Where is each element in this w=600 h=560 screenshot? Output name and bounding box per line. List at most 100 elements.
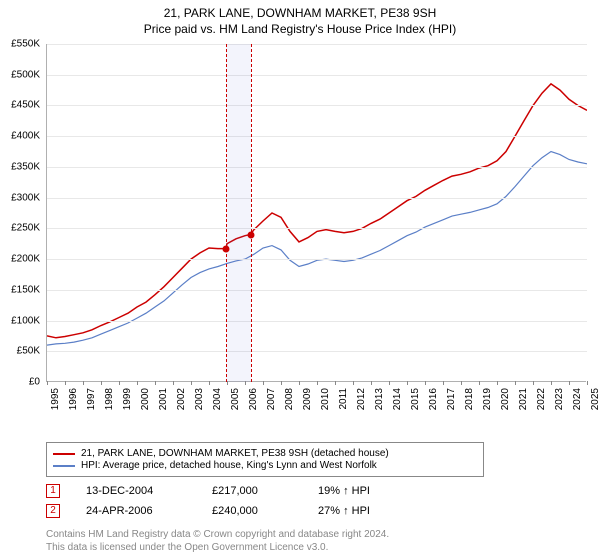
ygrid-line xyxy=(47,259,587,260)
x-axis-label: 2001 xyxy=(158,388,169,410)
x-tick xyxy=(83,381,84,385)
x-tick xyxy=(461,381,462,385)
x-tick xyxy=(281,381,282,385)
series-hpi xyxy=(47,152,587,346)
footer-line1: Contains HM Land Registry data © Crown c… xyxy=(46,528,389,541)
legend-row-hpi: HPI: Average price, detached house, King… xyxy=(53,460,477,471)
x-axis-label: 1999 xyxy=(122,388,133,410)
x-tick xyxy=(533,381,534,385)
x-tick xyxy=(209,381,210,385)
y-axis-label: £250K xyxy=(11,223,40,234)
chart-subtitle: Price paid vs. HM Land Registry's House … xyxy=(0,22,600,36)
x-axis-label: 2007 xyxy=(266,388,277,410)
series-legend: 21, PARK LANE, DOWNHAM MARKET, PE38 9SH … xyxy=(46,442,484,477)
ygrid-line xyxy=(47,290,587,291)
x-tick xyxy=(191,381,192,385)
y-axis-label: £100K xyxy=(11,315,40,326)
ygrid-line xyxy=(47,228,587,229)
chart-title-address: 21, PARK LANE, DOWNHAM MARKET, PE38 9SH xyxy=(0,6,600,20)
x-tick xyxy=(515,381,516,385)
x-axis-label: 2012 xyxy=(356,388,367,410)
legend-swatch-property xyxy=(53,453,75,455)
line-series-svg xyxy=(47,44,587,382)
sale-price-1: £217,000 xyxy=(212,485,292,497)
y-axis-label: £50K xyxy=(17,346,40,357)
x-tick xyxy=(65,381,66,385)
ygrid-line xyxy=(47,105,587,106)
sale-vline xyxy=(226,44,227,382)
ygrid-line xyxy=(47,167,587,168)
sale-dot xyxy=(223,245,230,252)
x-axis-label: 2022 xyxy=(536,388,547,410)
x-tick xyxy=(443,381,444,385)
ygrid-line xyxy=(47,44,587,45)
series-property xyxy=(47,84,587,338)
y-axis-label: £0 xyxy=(29,377,40,388)
sales-table: 1 13-DEC-2004 £217,000 19% ↑ HPI 2 24-AP… xyxy=(46,484,408,524)
chart-title-block: 21, PARK LANE, DOWNHAM MARKET, PE38 9SH … xyxy=(0,0,600,36)
x-tick xyxy=(173,381,174,385)
footer-line2: This data is licensed under the Open Gov… xyxy=(46,541,389,554)
x-axis-label: 1995 xyxy=(50,388,61,410)
x-axis-label: 2004 xyxy=(212,388,223,410)
x-tick xyxy=(497,381,498,385)
y-axis-label: £150K xyxy=(11,284,40,295)
sale-num-2: 2 xyxy=(46,504,60,518)
chart-area: £0£50K£100K£150K£200K£250K£300K£350K£400… xyxy=(46,44,588,414)
x-tick xyxy=(101,381,102,385)
y-axis-label: £200K xyxy=(11,254,40,265)
sale-period-band xyxy=(226,44,250,382)
x-axis-label: 2018 xyxy=(464,388,475,410)
sales-row-1: 1 13-DEC-2004 £217,000 19% ↑ HPI xyxy=(46,484,408,498)
x-axis-label: 2025 xyxy=(590,388,600,410)
legend-label-property: 21, PARK LANE, DOWNHAM MARKET, PE38 9SH … xyxy=(81,448,389,459)
x-axis-label: 2020 xyxy=(500,388,511,410)
x-tick xyxy=(479,381,480,385)
ygrid-line xyxy=(47,321,587,322)
x-tick xyxy=(119,381,120,385)
ygrid-line xyxy=(47,198,587,199)
x-axis-label: 2023 xyxy=(554,388,565,410)
x-axis-label: 2003 xyxy=(194,388,205,410)
x-axis-label: 2000 xyxy=(140,388,151,410)
sale-vline xyxy=(251,44,252,382)
x-axis-label: 2002 xyxy=(176,388,187,410)
footer-attribution: Contains HM Land Registry data © Crown c… xyxy=(46,528,389,554)
sales-row-2: 2 24-APR-2006 £240,000 27% ↑ HPI xyxy=(46,504,408,518)
sale-price-2: £240,000 xyxy=(212,505,292,517)
sale-hpi-1: 19% ↑ HPI xyxy=(318,485,408,497)
ygrid-line xyxy=(47,136,587,137)
x-axis-label: 2011 xyxy=(338,388,349,410)
sale-hpi-2: 27% ↑ HPI xyxy=(318,505,408,517)
x-axis-label: 2017 xyxy=(446,388,457,410)
y-axis-label: £550K xyxy=(11,39,40,50)
x-axis-label: 2008 xyxy=(284,388,295,410)
sale-dot xyxy=(247,231,254,238)
x-tick xyxy=(155,381,156,385)
x-tick xyxy=(263,381,264,385)
x-axis-label: 2024 xyxy=(572,388,583,410)
x-axis-label: 2013 xyxy=(374,388,385,410)
x-axis-label: 2006 xyxy=(248,388,259,410)
x-tick xyxy=(371,381,372,385)
x-tick xyxy=(137,381,138,385)
y-axis-label: £450K xyxy=(11,100,40,111)
x-tick xyxy=(317,381,318,385)
sale-num-1: 1 xyxy=(46,484,60,498)
legend-row-property: 21, PARK LANE, DOWNHAM MARKET, PE38 9SH … xyxy=(53,448,477,459)
ygrid-line xyxy=(47,351,587,352)
x-axis-label: 2016 xyxy=(428,388,439,410)
x-tick xyxy=(587,381,588,385)
x-axis-label: 1998 xyxy=(104,388,115,410)
y-axis-label: £350K xyxy=(11,161,40,172)
x-axis-label: 1996 xyxy=(68,388,79,410)
x-axis-label: 2005 xyxy=(230,388,241,410)
plot-area: £0£50K£100K£150K£200K£250K£300K£350K£400… xyxy=(46,44,586,382)
x-tick xyxy=(299,381,300,385)
x-axis-label: 1997 xyxy=(86,388,97,410)
x-axis-label: 2015 xyxy=(410,388,421,410)
legend-label-hpi: HPI: Average price, detached house, King… xyxy=(81,460,377,471)
ygrid-line xyxy=(47,75,587,76)
x-tick xyxy=(335,381,336,385)
x-tick xyxy=(569,381,570,385)
